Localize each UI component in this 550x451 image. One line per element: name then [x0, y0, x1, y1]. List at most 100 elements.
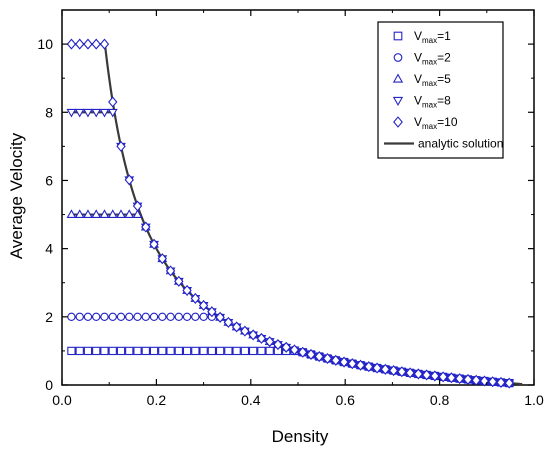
- legend: Vmax=1 Vmax=2 Vmax=5 Vmax=8 Vmax=10 analytic …: [377, 21, 504, 159]
- data-point: [83, 38, 93, 50]
- data-point: [125, 312, 134, 321]
- data-point: [108, 96, 118, 108]
- data-point: [66, 108, 77, 118]
- legend-marker-circle: [393, 53, 403, 62]
- data-point: [264, 336, 275, 348]
- data-point: [124, 174, 134, 186]
- data-point: [92, 346, 101, 356]
- data-point: [446, 372, 457, 384]
- data-point: [232, 346, 241, 356]
- data-point: [190, 292, 201, 304]
- data-point: [314, 351, 324, 363]
- y-axis-label: Average Velocity: [7, 132, 26, 259]
- x-tick-label: 1.0: [524, 392, 544, 408]
- data-point: [91, 209, 102, 218]
- data-point: [364, 361, 374, 373]
- legend-marker-triangle-up: [392, 73, 404, 83]
- x-tick-label: 0.2: [147, 392, 167, 408]
- data-point: [100, 312, 109, 321]
- data-point: [67, 346, 76, 356]
- y-tick-label: 6: [45, 172, 53, 188]
- data-point: [75, 38, 85, 50]
- data-point: [166, 346, 175, 356]
- data-point: [99, 209, 110, 218]
- data-point: [191, 346, 200, 356]
- legend-entry-label: Vmax=8: [414, 94, 451, 110]
- data-point: [430, 370, 440, 382]
- data-point: [149, 312, 159, 321]
- data-point: [157, 253, 167, 265]
- data-point: [454, 373, 465, 385]
- data-point: [215, 346, 225, 356]
- y-tick-label: 10: [37, 36, 53, 52]
- data-point: [116, 346, 126, 356]
- data-point: [355, 359, 366, 371]
- data-point: [75, 312, 84, 321]
- data-point: [124, 209, 135, 218]
- data-point: [74, 108, 85, 118]
- data-point: [331, 354, 341, 366]
- data-point: [66, 38, 77, 50]
- data-point: [174, 312, 183, 321]
- data-point: [198, 299, 209, 311]
- data-point: [158, 312, 167, 321]
- data-point: [182, 284, 192, 296]
- data-point: [322, 352, 333, 365]
- data-point: [141, 221, 151, 233]
- legend-entry-label: Vmax=1: [414, 29, 451, 45]
- data-point: [421, 369, 432, 381]
- x-tick-label: 0.4: [241, 392, 261, 408]
- plot-area: [61, 9, 535, 389]
- data-point: [488, 376, 498, 388]
- data-point: [265, 346, 274, 356]
- data-point: [306, 348, 316, 360]
- data-point: [273, 339, 283, 351]
- legend-marker-triangle-down: [392, 96, 404, 106]
- data-point: [116, 312, 126, 321]
- data-point: [125, 346, 134, 356]
- y-tick-label: 4: [45, 241, 53, 257]
- data-point: [67, 312, 76, 321]
- data-point: [240, 325, 250, 337]
- data-point: [133, 346, 142, 356]
- data-point: [182, 346, 192, 356]
- data-point: [504, 377, 514, 389]
- data-point: [248, 329, 258, 341]
- x-tick-label: 0.0: [52, 392, 72, 408]
- data-point: [231, 321, 242, 333]
- data-point: [132, 209, 143, 218]
- data-point: [380, 363, 391, 375]
- data-point: [298, 346, 308, 358]
- legend-entry-label: Vmax=10: [414, 115, 458, 131]
- legend-marker-square: [393, 31, 403, 41]
- data-point: [91, 108, 102, 118]
- legend-analytic-label: analytic solution: [418, 137, 503, 151]
- series-diamond: [66, 38, 514, 389]
- data-point: [339, 356, 349, 368]
- y-tick-label: 0: [45, 377, 53, 393]
- data-point: [347, 358, 357, 370]
- data-point: [99, 108, 110, 118]
- data-point: [107, 209, 118, 218]
- data-point: [91, 38, 101, 50]
- data-point: [149, 238, 159, 250]
- data-point: [74, 209, 85, 218]
- data-point: [372, 362, 382, 374]
- data-point: [199, 312, 208, 321]
- data-point: [405, 367, 415, 379]
- data-point: [413, 368, 424, 380]
- data-point: [281, 341, 291, 353]
- data-point: [141, 312, 150, 321]
- data-point: [83, 346, 93, 356]
- data-point: [257, 346, 266, 356]
- data-point: [92, 312, 101, 321]
- data-point: [397, 366, 407, 378]
- data-point: [108, 346, 117, 356]
- data-point: [496, 376, 506, 388]
- data-point: [174, 275, 184, 287]
- data-point: [438, 371, 448, 383]
- legend-entry-label: Vmax=2: [414, 51, 451, 67]
- series-triangle-up: [66, 209, 515, 387]
- data-point: [207, 346, 217, 356]
